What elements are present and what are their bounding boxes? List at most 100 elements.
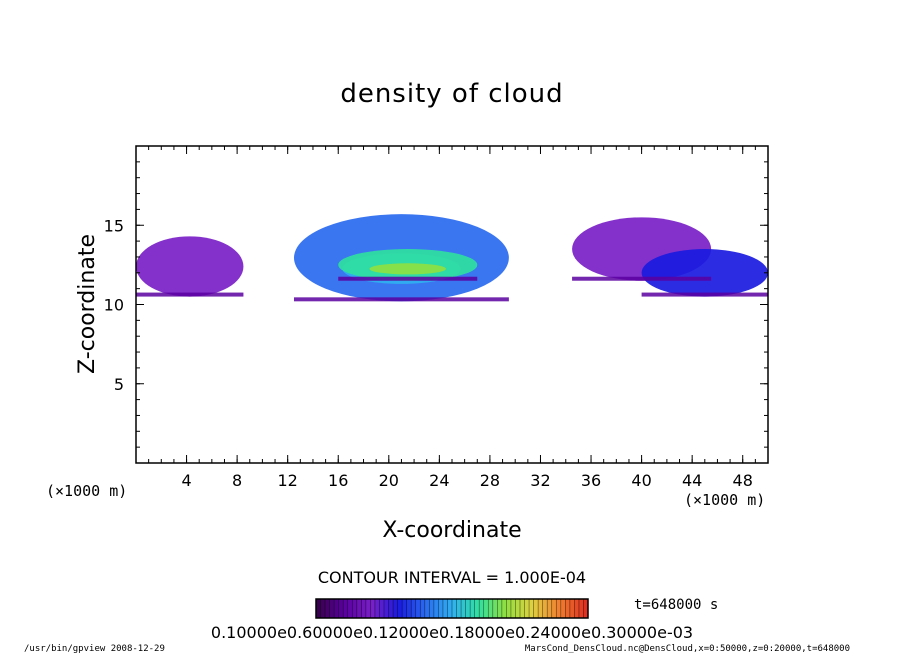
colorbar-cell (429, 599, 435, 618)
colorbar-cell (501, 599, 507, 618)
colorbar-cell (452, 599, 458, 618)
colorbar-cell (374, 599, 380, 618)
colorbar-cell (470, 599, 476, 618)
colorbar-cell (329, 599, 335, 618)
colorbar-cell (583, 599, 589, 618)
colorbar-cell (433, 599, 439, 618)
colorbar-cell (547, 599, 553, 618)
colorbar-cell (388, 599, 394, 618)
x-tick-label: 16 (328, 471, 348, 490)
colorbar-cell (474, 599, 480, 618)
footer-left: /usr/bin/gpview 2008-12-29 (24, 644, 165, 654)
colorbar-cell (420, 599, 426, 618)
colorbar-cell (542, 599, 548, 618)
colorbar-cell (384, 599, 390, 618)
colorbar-cell (442, 599, 448, 618)
x-tick-label: 4 (181, 471, 191, 490)
colorbar-cell (338, 599, 344, 618)
colorbar-cell (356, 599, 362, 618)
colorbar-cell (461, 599, 467, 618)
colorbar-cell (325, 599, 331, 618)
colorbar-cell (533, 599, 539, 618)
x-tick-label: 44 (682, 471, 702, 490)
colorbar-cell (506, 599, 512, 618)
cloud-region (136, 236, 244, 297)
colorbar-cell (524, 599, 530, 618)
chart-title: density of cloud (340, 79, 563, 109)
cloud-fringe (136, 292, 244, 297)
contour-interval-label: CONTOUR INTERVAL = 1.000E-04 (318, 568, 586, 587)
time-label: t=648000 s (634, 597, 718, 613)
colorbar-cell (520, 599, 526, 618)
plot-frame (135, 145, 769, 464)
x-tick-label: 28 (480, 471, 500, 490)
colorbar-cell (529, 599, 535, 618)
colorbar-cell (551, 599, 557, 618)
colorbar-cell (465, 599, 471, 618)
colorbar-cell (497, 599, 503, 618)
colorbar-cell (379, 599, 385, 618)
x-tick-label: 12 (278, 471, 298, 490)
colorbar-cell (569, 599, 575, 618)
x-tick-label: 24 (429, 471, 449, 490)
colorbar-cell (397, 599, 403, 618)
colorbar-cell (556, 599, 562, 618)
cloud-fringe (294, 297, 509, 302)
colorbar-cell (515, 599, 521, 618)
colorbar-cell (565, 599, 571, 618)
y-tick-label: 15 (104, 216, 124, 235)
colorbar-cell (352, 599, 358, 618)
y-tick-label: 10 (104, 296, 124, 315)
colorbar-labels: 0.10000e0.60000e0.12000e0.18000e0.24000e… (211, 623, 693, 642)
plot-background (136, 146, 768, 463)
x-tick-label: 8 (232, 471, 242, 490)
footer-right: MarsCond_DensCloud.nc@DensCloud,x=0:5000… (525, 644, 850, 654)
colorbar-cell (411, 599, 417, 618)
colorbar-cell (488, 599, 494, 618)
plot-area (135, 145, 769, 464)
colorbar-cell (370, 599, 376, 618)
colorbar-cell (402, 599, 408, 618)
colorbar-cell (361, 599, 367, 618)
colorbar-cell (492, 599, 498, 618)
cloud-core (369, 263, 446, 275)
colorbar-cell (415, 599, 421, 618)
x-tick-label: 40 (631, 471, 651, 490)
x-unit-label-right: (×1000 m) (684, 491, 765, 509)
y-tick-labels: 5 10 15 (104, 216, 124, 394)
colorbar-cell (393, 599, 399, 618)
x-tick-label: 32 (530, 471, 550, 490)
y-tick-label: 5 (114, 375, 124, 394)
colorbar-cell (574, 599, 580, 618)
x-tick-label: 20 (379, 471, 399, 490)
colorbar-cell (320, 599, 326, 618)
colorbar-cell (316, 599, 322, 618)
cloud-fringe (338, 276, 478, 281)
colorbar (315, 599, 589, 618)
colorbar-cell (343, 599, 349, 618)
colorbar-cell (578, 599, 584, 618)
cloud-region (641, 249, 768, 297)
colorbar-cell (483, 599, 489, 618)
y-axis-label: Z-coordinate (75, 234, 100, 374)
cloud-fringe (572, 276, 712, 281)
colorbar-cell (560, 599, 566, 618)
colorbar-cell (479, 599, 485, 618)
colorbar-cell (447, 599, 453, 618)
x-unit-label-left: (×1000 m) (46, 482, 127, 500)
x-tick-label: 48 (733, 471, 753, 490)
cloud-field (136, 214, 768, 302)
colorbar-cell (510, 599, 516, 618)
colorbar-frame (315, 598, 589, 619)
colorbar-cell (438, 599, 444, 618)
colorbar-cell (365, 599, 371, 618)
x-axis-label: X-coordinate (382, 518, 521, 543)
colorbar-cell (538, 599, 544, 618)
x-tick-label: 36 (581, 471, 601, 490)
cloud-fringe (641, 292, 768, 297)
colorbar-cell (334, 599, 340, 618)
colorbar-cell (456, 599, 462, 618)
colorbar-cell (406, 599, 412, 618)
colorbar-cell (424, 599, 430, 618)
